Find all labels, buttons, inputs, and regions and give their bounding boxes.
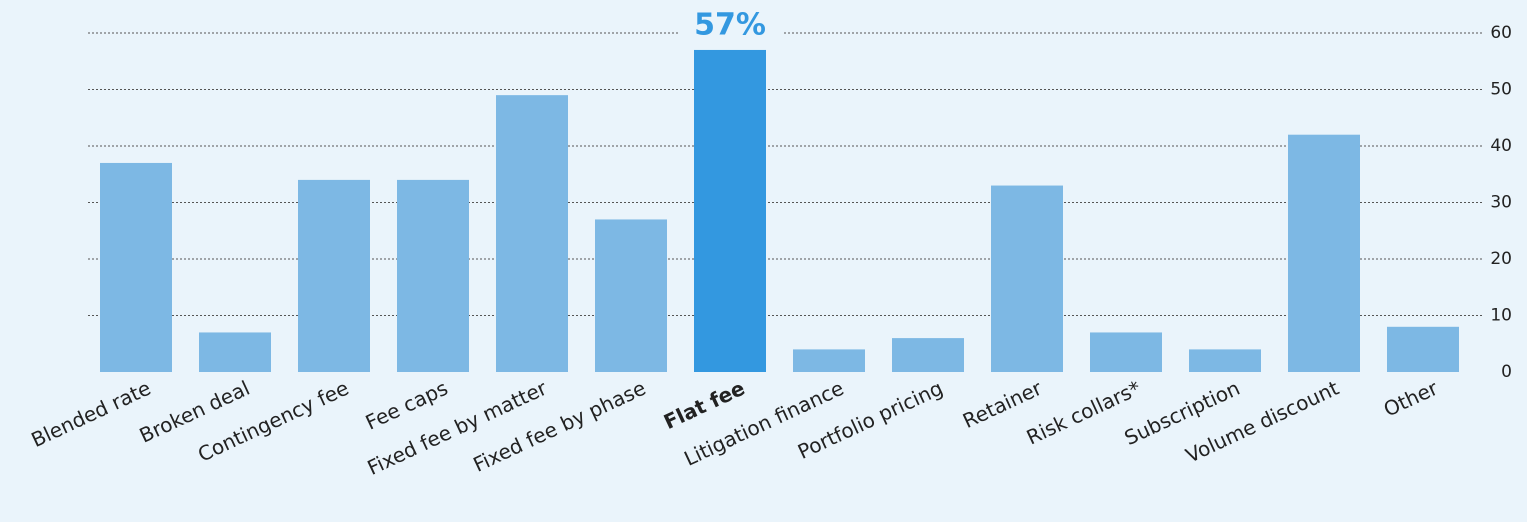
bar: [892, 338, 964, 372]
data-label: 57%: [694, 7, 766, 42]
bar: [595, 219, 667, 372]
y-tick-label: 60: [1490, 23, 1512, 43]
bar: [694, 49, 766, 372]
bar: [298, 179, 370, 372]
bar: [991, 185, 1063, 372]
y-tick-label: 40: [1490, 136, 1512, 156]
x-tick-label: Other: [1380, 375, 1442, 421]
bar: [793, 349, 865, 372]
y-tick-label: 50: [1490, 80, 1512, 100]
label-background: [678, 7, 782, 44]
bar: [1288, 134, 1360, 372]
bar: [199, 332, 271, 372]
bar: [1090, 332, 1162, 372]
y-tick-label: 0: [1501, 362, 1512, 382]
y-tick-label: 10: [1490, 306, 1512, 326]
bar: [397, 179, 469, 372]
bar: [1189, 349, 1261, 372]
y-tick-label: 20: [1490, 249, 1512, 269]
bar: [100, 162, 172, 372]
x-tick-label: Fixed fee by phase: [469, 376, 649, 477]
x-tick-label: Blended rate: [27, 376, 154, 452]
y-tick-label: 30: [1490, 193, 1512, 213]
bar: [496, 95, 568, 373]
x-tick-label: Fixed fee by matter: [364, 375, 552, 480]
bar: [1387, 326, 1459, 372]
x-tick-label: Litigation finance: [680, 376, 847, 471]
